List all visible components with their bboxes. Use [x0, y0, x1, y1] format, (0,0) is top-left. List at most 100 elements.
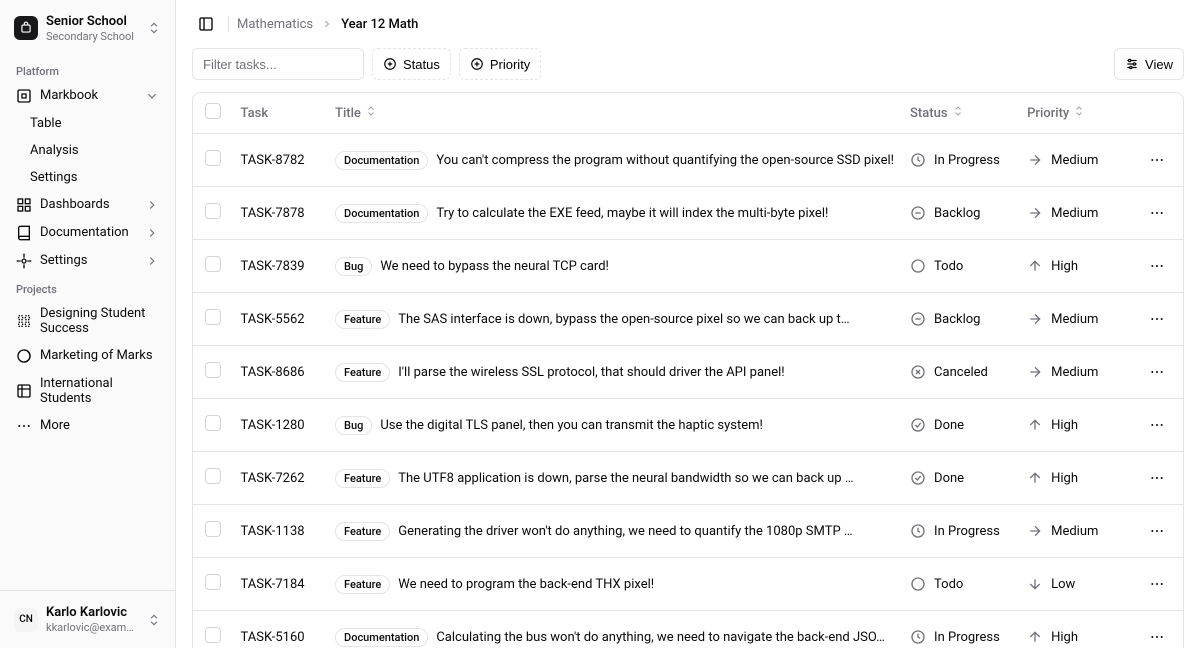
- status-text: Done: [934, 418, 964, 433]
- row-checkbox[interactable]: [205, 150, 221, 166]
- task-tag: Feature: [335, 469, 390, 488]
- row-checkbox[interactable]: [205, 415, 221, 431]
- nav-markbook-analysis[interactable]: Analysis: [8, 137, 167, 164]
- status-cell: Backlog: [910, 205, 1011, 221]
- col-priority[interactable]: Priority: [1019, 93, 1135, 134]
- status-cell: In Progress: [910, 523, 1011, 539]
- col-title[interactable]: Title: [327, 93, 902, 134]
- row-actions[interactable]: [1143, 199, 1171, 227]
- row-actions[interactable]: [1143, 146, 1171, 174]
- status-icon: [910, 470, 926, 486]
- nav-markbook[interactable]: Markbook: [8, 82, 167, 110]
- status-cell: Todo: [910, 576, 1011, 592]
- sidebar-toggle[interactable]: [192, 10, 220, 38]
- row-actions[interactable]: [1143, 623, 1171, 648]
- user-name: Karlo Karlovic: [46, 605, 139, 621]
- priority-cell: High: [1027, 417, 1127, 433]
- task-title: You can't compress the program without q…: [436, 153, 894, 168]
- col-status[interactable]: Status: [902, 93, 1019, 134]
- filter-input[interactable]: [192, 48, 364, 80]
- task-id: TASK-5160: [233, 611, 327, 648]
- view-button[interactable]: View: [1114, 48, 1184, 80]
- user-menu[interactable]: CN Karlo Karlovic kkarlovic@example.com: [8, 599, 167, 640]
- task-id: TASK-8686: [233, 346, 327, 399]
- priority-text: High: [1051, 471, 1078, 486]
- nav-more[interactable]: More: [8, 412, 167, 440]
- status-text: Todo: [934, 577, 963, 592]
- project-icon: [16, 348, 32, 364]
- project-item[interactable]: Marketing of Marks: [8, 342, 167, 370]
- col-task[interactable]: Task: [233, 93, 327, 134]
- row-actions[interactable]: [1143, 570, 1171, 598]
- row-checkbox[interactable]: [205, 309, 221, 325]
- row-checkbox[interactable]: [205, 521, 221, 537]
- markbook-icon: [16, 88, 32, 104]
- status-text: In Progress: [934, 524, 1000, 539]
- task-title-cell: BugWe need to bypass the neural TCP card…: [335, 257, 894, 276]
- priority-icon: [1027, 258, 1043, 274]
- row-actions[interactable]: [1143, 252, 1171, 280]
- nav-settings[interactable]: Settings: [8, 247, 167, 275]
- task-title: Try to calculate the EXE feed, maybe it …: [436, 206, 828, 221]
- priority-cell: Medium: [1027, 205, 1127, 221]
- task-title-cell: FeatureThe UTF8 application is down, par…: [335, 469, 894, 488]
- priority-text: Medium: [1051, 524, 1098, 539]
- nav-documentation[interactable]: Documentation: [8, 219, 167, 247]
- priority-text: Medium: [1051, 365, 1098, 380]
- priority-icon: [1027, 152, 1043, 168]
- task-id: TASK-7839: [233, 240, 327, 293]
- status-cell: Done: [910, 417, 1011, 433]
- task-id: TASK-1280: [233, 399, 327, 452]
- task-id: TASK-7262: [233, 452, 327, 505]
- status-icon: [910, 417, 926, 433]
- plus-circle-icon: [470, 57, 484, 71]
- row-actions[interactable]: [1143, 411, 1171, 439]
- sort-icon: [952, 105, 964, 117]
- priority-filter-button[interactable]: Priority: [459, 48, 541, 80]
- project-item[interactable]: International Students: [8, 370, 167, 412]
- dashboards-icon: [16, 197, 32, 213]
- school-selector[interactable]: Senior School Secondary School: [8, 8, 167, 49]
- select-all-checkbox[interactable]: [205, 103, 221, 119]
- row-actions[interactable]: [1143, 358, 1171, 386]
- table-row: TASK-7262 FeatureThe UTF8 application is …: [193, 452, 1183, 505]
- user-email: kkarlovic@example.com: [46, 621, 139, 634]
- row-checkbox[interactable]: [205, 574, 221, 590]
- row-checkbox[interactable]: [205, 256, 221, 272]
- row-checkbox[interactable]: [205, 362, 221, 378]
- table-row: TASK-7184FeatureWe need to program the b…: [193, 558, 1183, 611]
- priority-text: High: [1051, 259, 1078, 274]
- nav-markbook-settings[interactable]: Settings: [8, 164, 167, 191]
- priority-cell: Medium: [1027, 364, 1127, 380]
- breadcrumb-parent[interactable]: Mathematics: [237, 17, 313, 32]
- project-item[interactable]: Designing Student Success: [8, 300, 167, 342]
- priority-icon: [1027, 576, 1043, 592]
- table-row: TASK-8686FeatureI'll parse the wireless …: [193, 346, 1183, 399]
- status-icon: [910, 205, 926, 221]
- status-cell: In Progress: [910, 629, 1011, 645]
- table-row: TASK-1280BugUse the digital TLS panel, t…: [193, 399, 1183, 452]
- row-checkbox[interactable]: [205, 203, 221, 219]
- chevron-sort-icon: [147, 613, 161, 627]
- table-row: TASK-5160DocumentationCalculating the bu…: [193, 611, 1183, 648]
- status-cell: Backlog: [910, 311, 1011, 327]
- nav-markbook-table[interactable]: Table: [8, 110, 167, 137]
- nav-dashboards[interactable]: Dashboards: [8, 191, 167, 219]
- row-actions[interactable]: [1143, 464, 1171, 492]
- task-title-cell: FeatureWe need to program the back-end T…: [335, 575, 894, 594]
- priority-cell: Medium: [1027, 523, 1127, 539]
- priority-icon: [1027, 470, 1043, 486]
- row-actions[interactable]: [1143, 305, 1171, 333]
- row-checkbox[interactable]: [205, 627, 221, 643]
- task-tag: Documentation: [335, 151, 428, 170]
- row-actions[interactable]: [1143, 517, 1171, 545]
- more-icon: [16, 418, 32, 434]
- task-tag: Feature: [335, 575, 390, 594]
- school-icon: [14, 16, 38, 40]
- status-filter-button[interactable]: Status: [372, 48, 451, 80]
- sort-icon: [365, 105, 377, 117]
- breadcrumb: Mathematics Year 12 Math: [237, 17, 418, 32]
- row-checkbox[interactable]: [205, 468, 221, 484]
- chevron-sort-icon: [147, 21, 161, 35]
- task-id: TASK-8782: [233, 134, 327, 187]
